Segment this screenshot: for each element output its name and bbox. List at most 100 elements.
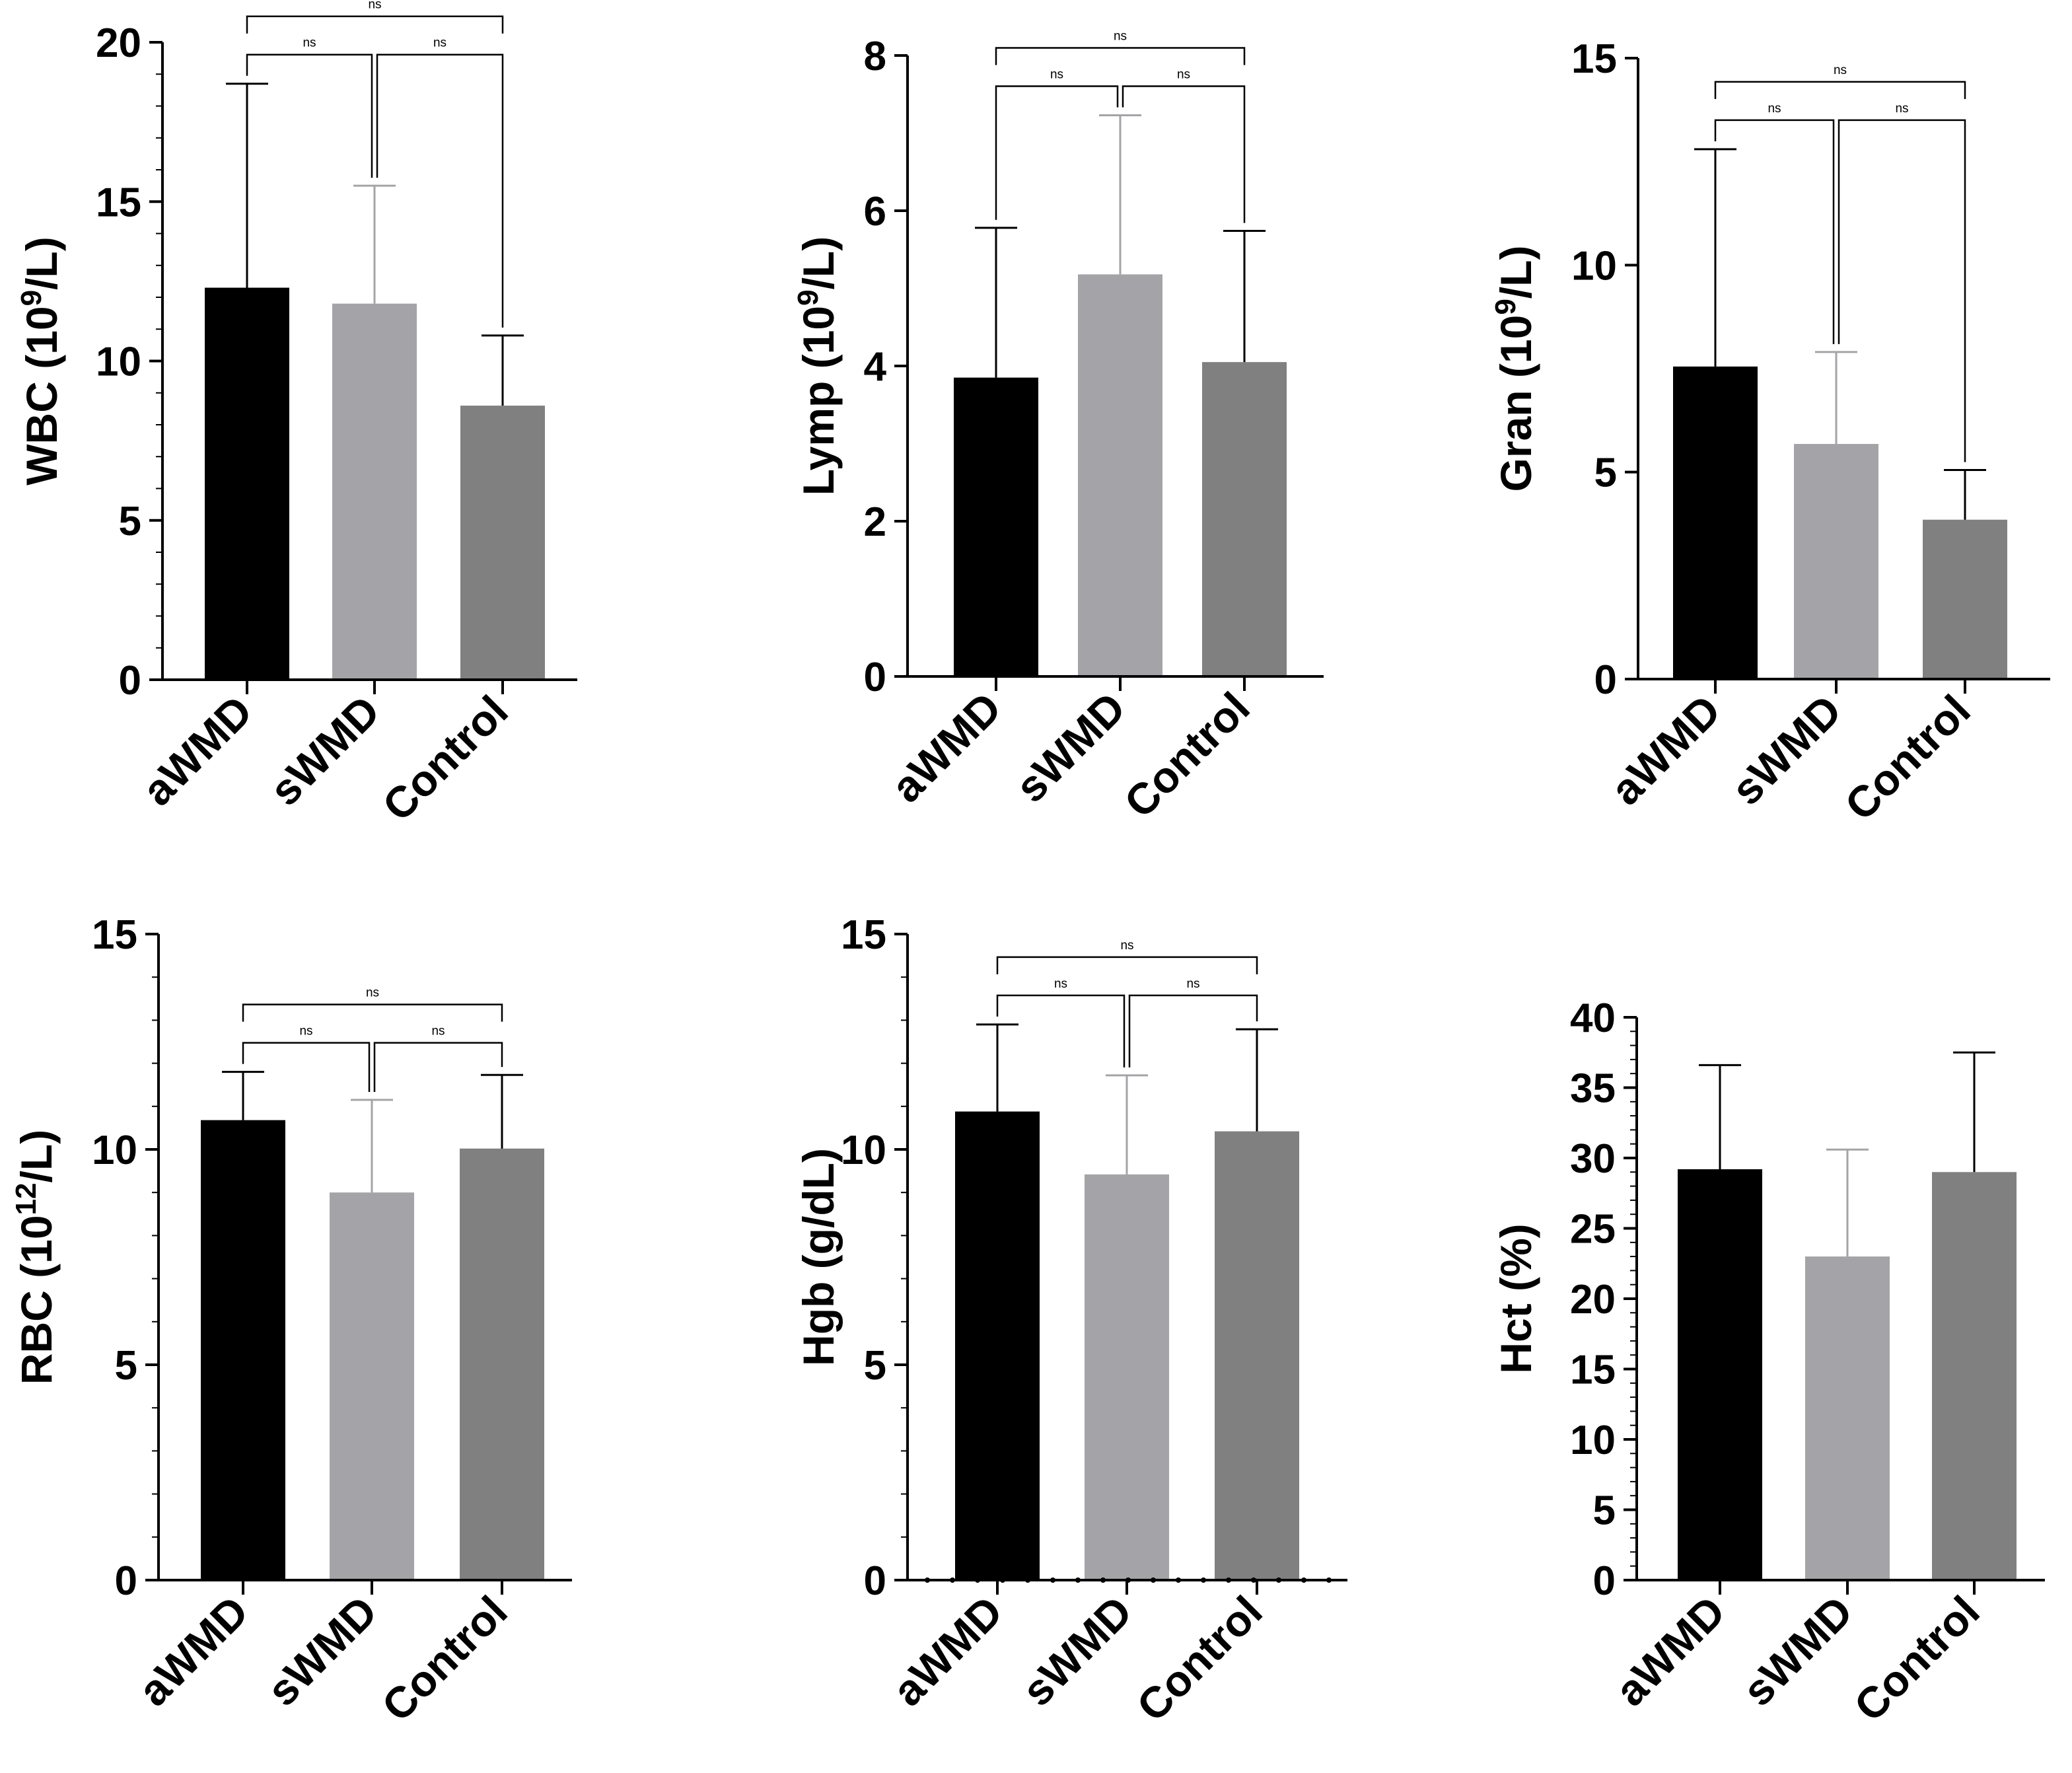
significance-bracket [246, 15, 504, 34]
y-tick-label: 6 [864, 189, 886, 235]
bar-control [460, 1148, 544, 1580]
y-label-superscript: 9 [15, 290, 48, 306]
y-tick-label: 10 [1570, 1418, 1616, 1463]
significance-bracket [1128, 994, 1258, 1067]
baseline-dot [1226, 1577, 1231, 1583]
y-tick-label: 5 [1594, 451, 1617, 496]
significance-bracket [995, 85, 1119, 220]
y-tick-label: 0 [864, 1558, 886, 1604]
y-tick-label: 15 [841, 912, 886, 958]
y-tick-label: 5 [115, 1343, 137, 1389]
y-tick-label: 0 [1594, 657, 1617, 703]
bar-awmd [1673, 366, 1758, 679]
significance-bracket [995, 47, 1246, 65]
bar-swmd [330, 1192, 414, 1580]
significance-label: ns [1895, 102, 1908, 116]
significance-label: ns [431, 1025, 445, 1038]
y-label-part: Hgb (g/dL) [794, 1148, 843, 1366]
y-tick-label: 0 [119, 658, 141, 704]
bar-awmd [201, 1120, 285, 1580]
significance-bracket [376, 54, 504, 328]
y-tick-label: 20 [1570, 1277, 1616, 1322]
significance-label: ns [303, 36, 316, 50]
y-label-part: /L) [12, 1130, 61, 1183]
y-tick-label: 35 [1570, 1066, 1616, 1112]
y-tick-label: 5 [119, 499, 141, 544]
y-tick-label: 15 [92, 912, 137, 958]
baseline-dot [1151, 1577, 1156, 1583]
y-tick-label: 0 [864, 655, 886, 700]
y-tick-label: 15 [1570, 1348, 1616, 1393]
baseline-dot [1000, 1577, 1005, 1583]
baseline-dot [1326, 1577, 1332, 1583]
y-label-superscript: 9 [1489, 299, 1522, 314]
baseline-dot [925, 1577, 930, 1583]
bar-swmd [1794, 444, 1878, 679]
y-label-part: /L) [1491, 246, 1540, 299]
significance-bracket [996, 994, 1125, 1067]
bar-awmd [1678, 1169, 1762, 1580]
significance-label: ns [1114, 29, 1127, 43]
significance-label: ns [1050, 67, 1063, 81]
baseline-dot [1251, 1577, 1256, 1583]
y-label-superscript: 12 [10, 1182, 42, 1215]
y-label-part: RBC (10 [12, 1215, 61, 1385]
significance-bracket [246, 54, 373, 178]
significance-bracket [1714, 119, 1835, 344]
y-tick-label: 15 [1571, 36, 1617, 82]
y-axis-label: Gran (109/L) [1489, 246, 1541, 492]
bar-control [1923, 519, 2007, 679]
significance-label: ns [299, 1025, 312, 1038]
y-axis-label: RBC (1012/L) [10, 1130, 61, 1385]
y-tick-label: 4 [864, 344, 887, 390]
significance-label: ns [1768, 102, 1781, 116]
y-tick-label: 0 [115, 1558, 137, 1604]
bar-swmd [332, 303, 417, 680]
y-tick-label: 2 [864, 499, 886, 545]
bar-awmd [954, 377, 1038, 676]
baseline-dot [1050, 1577, 1055, 1583]
bar-control [1202, 362, 1287, 676]
y-tick-label: 10 [96, 340, 141, 385]
baseline-dot [950, 1577, 955, 1583]
y-label-part: WBC (10 [17, 306, 66, 485]
y-label-part: Lymp (10 [794, 306, 843, 495]
y-tick-label: 5 [1593, 1488, 1616, 1534]
y-tick-label: 20 [96, 20, 141, 66]
y-label-part: /L) [17, 236, 66, 290]
significance-bracket [996, 956, 1258, 974]
y-tick-label: 0 [1593, 1558, 1616, 1604]
bar-control [460, 406, 545, 680]
significance-label: ns [1120, 939, 1133, 953]
significance-label: ns [1054, 977, 1067, 991]
y-tick-label: 10 [841, 1128, 886, 1173]
significance-bracket [1714, 81, 1966, 99]
y-tick-label: 10 [92, 1128, 137, 1173]
significance-bracket [1838, 119, 1966, 462]
significance-bracket [373, 1042, 503, 1093]
y-axis-label: Lymp (109/L) [792, 236, 843, 495]
bar-control [1932, 1172, 2017, 1580]
y-label-superscript: 9 [792, 289, 824, 305]
baseline-dot [1201, 1577, 1206, 1583]
baseline-dot [1276, 1577, 1281, 1583]
significance-label: ns [1834, 63, 1847, 77]
significance-label: ns [433, 36, 447, 50]
significance-label: ns [368, 0, 381, 12]
bar-control [1215, 1131, 1299, 1580]
significance-bracket [1122, 85, 1246, 223]
y-tick-label: 10 [1571, 243, 1617, 289]
bar-swmd [1078, 274, 1162, 677]
y-axis-label: Hct (%) [1491, 1223, 1540, 1373]
y-tick-label: 25 [1570, 1207, 1616, 1252]
y-tick-label: 30 [1570, 1136, 1616, 1182]
y-label-part: Gran (10 [1491, 315, 1540, 492]
bar-swmd [1805, 1256, 1890, 1580]
y-label-part: Hct (%) [1491, 1223, 1540, 1373]
baseline-dot [1301, 1577, 1306, 1583]
baseline-dot [1176, 1577, 1181, 1583]
significance-bracket [242, 1003, 503, 1022]
y-tick-label: 40 [1570, 995, 1616, 1041]
bar-awmd [205, 287, 289, 680]
